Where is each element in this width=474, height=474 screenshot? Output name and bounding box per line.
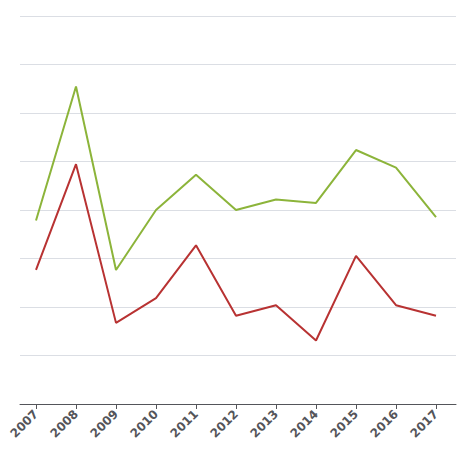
svg-text:2013: 2013 xyxy=(247,407,280,440)
svg-text:2007: 2007 xyxy=(7,407,40,440)
svg-text:2015: 2015 xyxy=(327,407,360,440)
svg-text:2016: 2016 xyxy=(367,407,400,440)
svg-text:2017: 2017 xyxy=(407,407,440,440)
svg-text:2009: 2009 xyxy=(87,407,120,440)
svg-text:2008: 2008 xyxy=(47,407,80,440)
svg-text:2010: 2010 xyxy=(127,407,160,440)
svg-text:2014: 2014 xyxy=(287,407,320,440)
svg-text:2011: 2011 xyxy=(167,407,200,440)
svg-text:2012: 2012 xyxy=(207,407,240,440)
